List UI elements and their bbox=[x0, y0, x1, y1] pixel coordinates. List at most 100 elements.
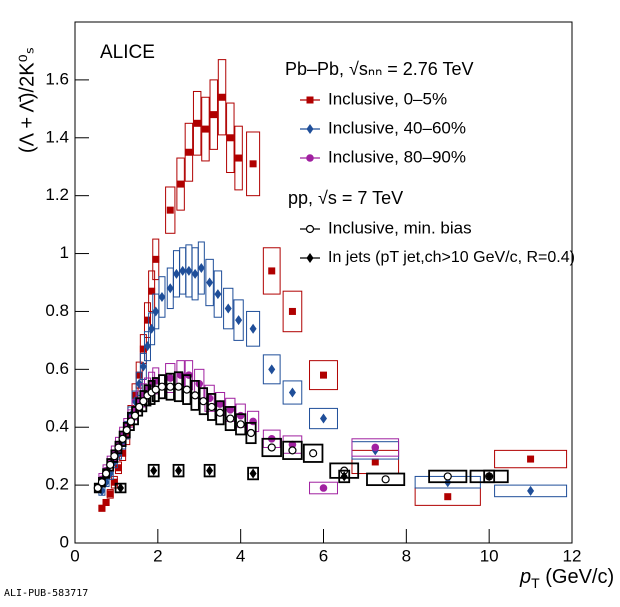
marker bbox=[166, 283, 174, 294]
marker bbox=[106, 490, 114, 498]
marker bbox=[527, 455, 535, 463]
marker bbox=[114, 443, 123, 452]
marker bbox=[236, 411, 245, 420]
x-label-sub: T bbox=[531, 575, 540, 591]
y-tick-label: 0.8 bbox=[45, 301, 69, 320]
x-label-unit: (GeV/c) bbox=[540, 566, 614, 588]
marker bbox=[527, 485, 535, 496]
sys-box bbox=[176, 157, 185, 211]
y-tick-label: 0.4 bbox=[45, 417, 69, 436]
legend-label: In jets (pT jet,ch>10 GeV/c, R=0.4) bbox=[328, 249, 575, 266]
marker bbox=[148, 287, 156, 295]
marker bbox=[158, 291, 166, 302]
marker bbox=[135, 378, 143, 389]
marker bbox=[319, 484, 328, 492]
sys-box bbox=[213, 270, 223, 318]
marker bbox=[102, 498, 110, 506]
marker bbox=[126, 417, 136, 426]
sys-box bbox=[235, 413, 247, 436]
marker bbox=[206, 277, 214, 288]
marker bbox=[101, 469, 111, 478]
sys-box bbox=[262, 354, 281, 385]
marker bbox=[139, 397, 148, 406]
marker bbox=[93, 483, 102, 493]
marker bbox=[444, 493, 452, 501]
marker bbox=[306, 253, 314, 263]
marker bbox=[106, 460, 115, 469]
sys-box bbox=[209, 79, 218, 150]
marker bbox=[267, 443, 276, 452]
marker bbox=[206, 465, 214, 476]
marker bbox=[320, 371, 327, 379]
marker bbox=[199, 397, 208, 406]
y-tick-label: 1.6 bbox=[45, 69, 69, 88]
marker bbox=[143, 316, 151, 324]
marker bbox=[306, 154, 314, 162]
marker bbox=[191, 268, 199, 279]
y-tick-label: 0 bbox=[60, 532, 69, 551]
sys-box bbox=[205, 258, 214, 307]
sys-box bbox=[309, 360, 338, 391]
marker bbox=[443, 472, 452, 481]
sys-box bbox=[246, 131, 261, 197]
marker bbox=[172, 268, 180, 279]
y-axis-label: (Λ + Λ̄)/2K⁰ₛ bbox=[16, 47, 38, 153]
legend-label: Inclusive, min. bias bbox=[328, 218, 472, 237]
marker bbox=[114, 464, 122, 472]
marker bbox=[288, 446, 297, 455]
marker bbox=[306, 124, 314, 134]
marker bbox=[119, 449, 127, 457]
sys-box bbox=[494, 449, 568, 469]
marker bbox=[152, 255, 160, 263]
footer: ALI-PUB-583717 bbox=[4, 588, 88, 599]
sys-box bbox=[338, 469, 351, 484]
y-tick-label: 1.2 bbox=[45, 185, 69, 204]
sys-box bbox=[203, 463, 216, 478]
marker bbox=[309, 449, 318, 458]
sys-box bbox=[223, 287, 234, 330]
sys-box bbox=[262, 247, 281, 295]
marker bbox=[306, 96, 314, 104]
sys-box bbox=[226, 102, 235, 174]
y-tick-label: 1.4 bbox=[45, 127, 69, 146]
marker bbox=[182, 385, 191, 394]
x-label-main: p bbox=[519, 566, 531, 588]
marker bbox=[485, 471, 493, 482]
marker bbox=[235, 315, 243, 326]
marker bbox=[185, 148, 193, 156]
marker bbox=[288, 307, 296, 315]
y-tick-label: 1 bbox=[60, 243, 69, 262]
marker bbox=[110, 452, 119, 461]
marker bbox=[118, 434, 127, 443]
marker bbox=[139, 345, 147, 353]
marker bbox=[157, 382, 167, 391]
sys-box bbox=[245, 421, 257, 445]
sys-box bbox=[172, 463, 185, 478]
legend-header: pp, √s = 7 TeV bbox=[288, 188, 403, 208]
marker bbox=[226, 134, 234, 142]
sys-box bbox=[366, 472, 406, 487]
marker bbox=[249, 160, 257, 168]
marker bbox=[340, 471, 348, 482]
marker bbox=[185, 265, 193, 276]
sys-box bbox=[224, 406, 236, 432]
marker bbox=[216, 400, 224, 408]
x-axis-label: pT (GeV/c) bbox=[519, 566, 614, 590]
marker bbox=[371, 458, 379, 466]
marker bbox=[166, 374, 175, 382]
sys-box bbox=[217, 59, 227, 136]
marker bbox=[249, 323, 257, 334]
marker bbox=[268, 364, 276, 375]
sys-box bbox=[184, 122, 194, 182]
sys-box bbox=[494, 484, 568, 498]
marker bbox=[98, 504, 106, 512]
y-tick-label: 0.2 bbox=[45, 475, 69, 494]
marker bbox=[135, 371, 143, 379]
sys-box bbox=[233, 299, 244, 341]
marker bbox=[288, 387, 296, 398]
marker bbox=[224, 303, 232, 314]
marker bbox=[177, 180, 185, 188]
sys-box bbox=[309, 407, 338, 430]
marker bbox=[117, 483, 125, 494]
